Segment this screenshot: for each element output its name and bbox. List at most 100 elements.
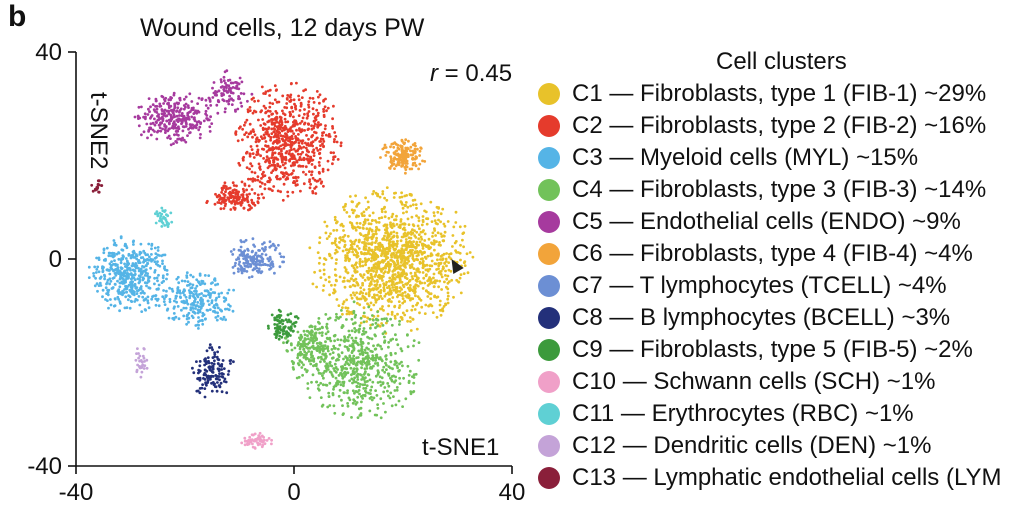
data-point — [167, 98, 171, 102]
data-point — [146, 136, 149, 140]
data-point — [426, 254, 430, 258]
data-point — [337, 317, 340, 320]
data-point — [414, 203, 418, 207]
data-point — [199, 300, 203, 304]
data-point — [387, 151, 390, 154]
data-point — [328, 293, 331, 297]
data-point — [271, 242, 275, 246]
data-point — [409, 193, 413, 197]
data-point — [109, 251, 112, 255]
data-point — [330, 356, 334, 360]
data-point — [359, 337, 363, 341]
data-point — [156, 249, 160, 252]
data-point — [383, 234, 386, 238]
data-point — [109, 298, 112, 301]
data-point — [268, 101, 272, 105]
data-point — [441, 254, 444, 257]
data-point — [341, 404, 344, 407]
data-point — [281, 160, 284, 164]
data-point — [96, 179, 100, 183]
data-point — [365, 208, 368, 211]
data-point — [197, 96, 201, 100]
data-point — [332, 367, 336, 370]
data-point — [345, 309, 349, 313]
data-point — [121, 257, 125, 261]
data-point — [385, 186, 389, 190]
data-point — [315, 342, 319, 345]
data-point — [438, 299, 442, 303]
data-point — [405, 258, 409, 261]
data-point — [341, 302, 345, 306]
data-point — [362, 210, 366, 214]
cluster-c12 — [134, 347, 149, 379]
y-tick-label: 0 — [49, 246, 62, 273]
data-point — [372, 190, 376, 193]
data-point — [335, 140, 339, 144]
data-point — [425, 263, 429, 267]
data-point — [310, 170, 314, 174]
data-point — [122, 277, 125, 281]
data-point — [146, 299, 150, 303]
data-point — [338, 343, 342, 347]
data-point — [310, 333, 314, 337]
data-point — [318, 140, 322, 143]
data-point — [149, 127, 153, 130]
data-point — [200, 318, 204, 322]
data-point — [310, 325, 314, 329]
data-point — [330, 256, 334, 260]
data-point — [213, 278, 216, 282]
data-point — [361, 241, 364, 244]
data-point — [188, 294, 192, 297]
data-point — [208, 368, 212, 372]
data-point — [332, 387, 335, 391]
data-point — [286, 194, 290, 198]
data-point — [407, 232, 411, 235]
data-point — [374, 347, 378, 351]
data-point — [366, 302, 369, 306]
data-point — [435, 240, 438, 244]
data-point — [354, 402, 358, 406]
data-point — [449, 269, 453, 273]
data-point — [133, 300, 137, 303]
legend-item-c13: C13 — Lymphatic endothelial cells (LYM — [538, 462, 1036, 494]
data-point — [379, 268, 383, 272]
data-point — [238, 201, 242, 205]
data-point — [198, 387, 202, 390]
data-point — [446, 287, 450, 291]
data-point — [186, 280, 190, 283]
data-point — [393, 156, 396, 160]
data-point — [384, 250, 387, 254]
data-point — [296, 344, 300, 347]
data-point — [282, 146, 286, 150]
data-point — [240, 104, 244, 108]
data-point — [384, 361, 387, 365]
data-point — [434, 234, 437, 237]
data-point — [204, 317, 207, 321]
data-point — [136, 289, 139, 293]
data-point — [251, 261, 255, 264]
data-point — [251, 268, 255, 272]
data-point — [185, 322, 189, 326]
data-point — [284, 155, 288, 159]
data-point — [326, 337, 330, 341]
data-point — [410, 233, 413, 236]
data-point — [108, 282, 111, 286]
data-point — [305, 116, 309, 120]
legend-swatch — [538, 371, 560, 393]
data-point — [362, 288, 366, 292]
data-point — [366, 200, 370, 204]
data-point — [160, 121, 164, 125]
data-point — [277, 313, 281, 317]
data-point — [147, 97, 151, 100]
data-point — [281, 322, 284, 326]
data-point — [389, 317, 392, 321]
data-point — [377, 371, 380, 375]
data-point — [165, 277, 168, 281]
data-point — [331, 393, 335, 397]
data-point — [188, 291, 192, 295]
data-point — [204, 294, 208, 298]
data-point — [336, 338, 340, 341]
data-point — [105, 246, 109, 250]
data-point — [343, 245, 346, 249]
data-point — [215, 318, 219, 322]
